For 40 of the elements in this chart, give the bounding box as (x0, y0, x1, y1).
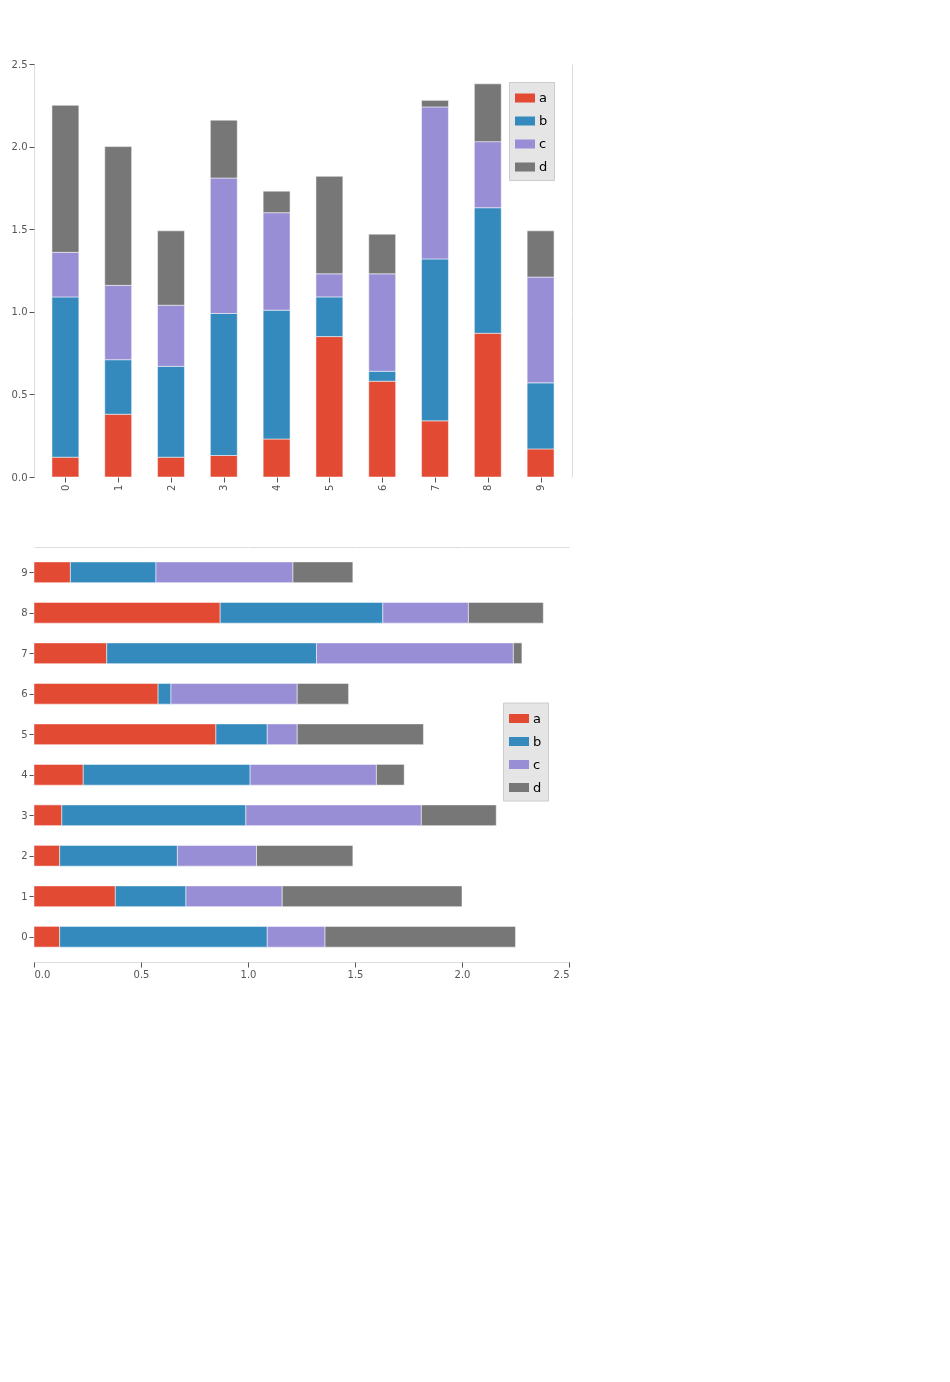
x-tick-label: 0 (59, 484, 71, 491)
legend-label: c (533, 756, 541, 772)
x-tick-label: 3 (218, 484, 230, 491)
legend-label: d (533, 779, 542, 795)
y-tick-label: 9 (21, 566, 28, 578)
x-tick-label: 2 (165, 484, 177, 491)
x-tick-label: 7 (429, 484, 441, 491)
y-tick-label: 7 (21, 647, 28, 659)
x-tick-label: 5 (323, 484, 335, 491)
y-tick-label: 2 (21, 850, 28, 862)
y-tick-label: 4 (21, 769, 28, 781)
y-tick-label: 0 (21, 931, 28, 943)
x-tick-label: 0.5 (133, 968, 150, 980)
x-tick-label: 1.5 (347, 968, 364, 980)
x-tick-label: 1.0 (240, 968, 257, 980)
legend-label: a (533, 710, 541, 726)
x-tick-label: 1 (112, 484, 124, 491)
x-tick-label: 4 (271, 484, 283, 491)
y-tick-label: 0.5 (11, 388, 28, 400)
legend-label: c (539, 136, 547, 151)
y-tick-label: 8 (21, 607, 28, 619)
x-tick-label: 2.5 (553, 968, 570, 980)
y-tick-label: 1.5 (11, 223, 28, 235)
y-tick-label: 3 (21, 809, 28, 821)
y-tick-label: 2.5 (11, 58, 28, 70)
x-tick-label: 9 (535, 484, 547, 491)
x-tick-label: 2.0 (454, 968, 471, 980)
y-tick-label: 1.0 (11, 306, 28, 318)
x-tick-label: 0.0 (34, 968, 51, 980)
y-tick-label: 5 (21, 728, 28, 740)
legend-label: d (539, 159, 548, 174)
x-tick-label: 6 (376, 484, 388, 491)
legend-label: a (539, 90, 547, 105)
y-tick-label: 6 (21, 688, 28, 700)
x-tick-label: 8 (482, 484, 494, 491)
y-tick-label: 0.0 (11, 471, 28, 483)
y-tick-label: 1 (21, 890, 28, 902)
y-tick-label: 2.0 (11, 141, 28, 153)
legend-label: b (533, 733, 542, 749)
legend-label: b (539, 113, 548, 128)
